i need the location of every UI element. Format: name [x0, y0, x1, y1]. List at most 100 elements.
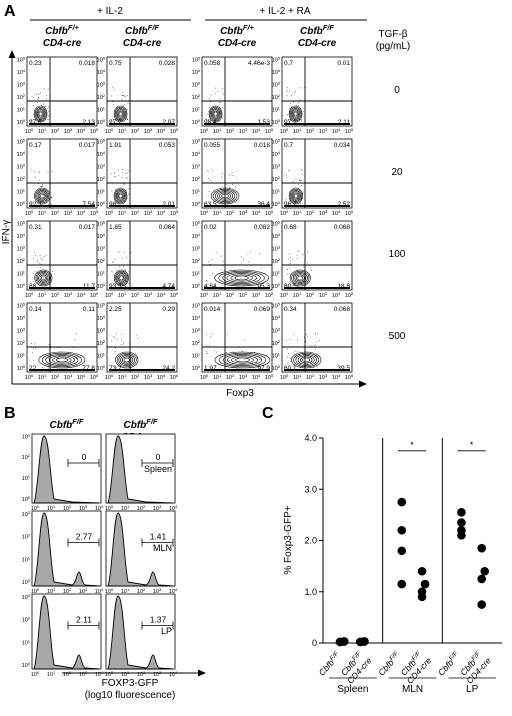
histogram: 1.37 100 101 102 103 104: [105, 593, 178, 678]
svg-text:100: 100: [31, 587, 40, 595]
svg-text:103: 103: [153, 670, 162, 678]
data-point-wt: [457, 518, 466, 527]
quadrant-ll-value: 60.1: [284, 365, 297, 372]
svg-text:CbfbF/F: CbfbF/F: [436, 650, 463, 678]
quadrant-ll-value: 97.2: [109, 119, 122, 126]
svg-text:101: 101: [213, 209, 222, 217]
svg-text:102: 102: [272, 93, 281, 101]
svg-text:101: 101: [17, 188, 26, 196]
quadrant-ul-value: 0.02: [204, 224, 217, 231]
svg-text:102: 102: [272, 257, 281, 265]
svg-text:101: 101: [118, 291, 127, 299]
svg-text:100: 100: [272, 200, 281, 208]
y-tick-label: 2.0: [304, 536, 317, 546]
column-header-2: CbfbF/+CD4-cre: [218, 23, 257, 49]
svg-text:105: 105: [97, 302, 106, 310]
svg-text:104: 104: [192, 150, 201, 158]
quadrant-ul-value: 0.31: [29, 224, 42, 231]
svg-text:101: 101: [272, 270, 281, 278]
quadrant-ll-value: 92.3: [29, 201, 42, 208]
data-point-wt: [397, 497, 407, 507]
svg-text:103: 103: [319, 127, 328, 135]
svg-text:100: 100: [192, 282, 201, 290]
svg-text:102: 102: [22, 616, 31, 624]
svg-text:101: 101: [47, 587, 56, 595]
quadrant-ur-value: 0.068: [334, 306, 351, 313]
svg-text:100: 100: [272, 282, 281, 290]
svg-text:104: 104: [332, 127, 341, 135]
tgf-row-label-3: 500: [389, 331, 406, 342]
svg-text:101: 101: [293, 291, 302, 299]
svg-text:101: 101: [38, 291, 47, 299]
contour: [109, 169, 175, 207]
svg-text:100: 100: [105, 587, 114, 595]
svg-text:101: 101: [213, 127, 222, 135]
svg-text:103: 103: [239, 373, 248, 381]
foxp3-gfp-axis: FOXP3-GFP (log10 fluorescence): [62, 669, 206, 701]
tgf-header: TGF-β (pg/mL): [376, 29, 410, 52]
svg-text:104: 104: [97, 150, 106, 158]
svg-text:104: 104: [252, 209, 261, 217]
svg-text:103: 103: [192, 81, 201, 89]
svg-text:CbfbF/F: CbfbF/F: [317, 650, 344, 678]
svg-text:102: 102: [17, 257, 26, 265]
svg-text:104: 104: [332, 209, 341, 217]
svg-text:101: 101: [118, 209, 127, 217]
svg-text:101: 101: [17, 270, 26, 278]
svg-text:103: 103: [79, 504, 88, 512]
quadrant-ul-value: 1.91: [109, 142, 122, 149]
contour: [109, 86, 175, 125]
quadrant-ur-value: 0.018: [79, 60, 96, 67]
svg-text:101: 101: [97, 106, 106, 114]
svg-text:103: 103: [17, 81, 26, 89]
svg-text:102: 102: [51, 127, 60, 135]
data-point-wt: [397, 579, 407, 589]
svg-text:103: 103: [272, 245, 281, 253]
svg-text:100: 100: [280, 209, 289, 217]
svg-text:102: 102: [97, 339, 106, 347]
svg-text:103: 103: [144, 373, 153, 381]
quadrant-ul-value: 0.014: [204, 306, 221, 313]
gate-value: 1.37: [150, 615, 167, 625]
svg-text:102: 102: [63, 587, 72, 595]
quadrant-lr-value: 77.8: [82, 365, 95, 372]
svg-text:101: 101: [121, 587, 130, 595]
quadrant-ll-value: 97.2: [284, 119, 297, 126]
svg-text:100: 100: [25, 127, 34, 135]
svg-text:105: 105: [17, 138, 26, 146]
svg-text:104: 104: [192, 232, 201, 240]
svg-text:CbfbF/F: CbfbF/F: [125, 23, 159, 37]
svg-text:100: 100: [97, 200, 106, 208]
svg-text:101: 101: [38, 127, 47, 135]
svg-text:101: 101: [97, 188, 106, 196]
quadrant-lr-value: 2.13: [82, 119, 95, 126]
svg-text:101: 101: [38, 373, 47, 381]
svg-text:101: 101: [192, 352, 201, 360]
tissue-axis-label: Spleen: [337, 684, 368, 695]
contour: [29, 333, 95, 371]
data-point-ko: [477, 600, 487, 609]
tgf-concentration-labels: 0 20 100 500: [389, 85, 406, 342]
data-point-ko: [417, 566, 427, 576]
svg-text:103: 103: [192, 163, 201, 171]
svg-text:103: 103: [239, 127, 248, 135]
svg-text:105: 105: [97, 220, 106, 228]
svg-text:101: 101: [272, 106, 281, 114]
contour: [29, 252, 95, 289]
svg-text:101: 101: [22, 474, 31, 482]
svg-text:CD4-cre: CD4-cre: [123, 38, 162, 49]
svg-text:103: 103: [97, 81, 106, 89]
svg-text:100: 100: [200, 291, 209, 299]
quadrant-ll-value: 96: [109, 201, 117, 208]
svg-text:103: 103: [319, 291, 328, 299]
tissue-label-lp: LP: [161, 626, 172, 636]
svg-text:105: 105: [90, 209, 99, 217]
